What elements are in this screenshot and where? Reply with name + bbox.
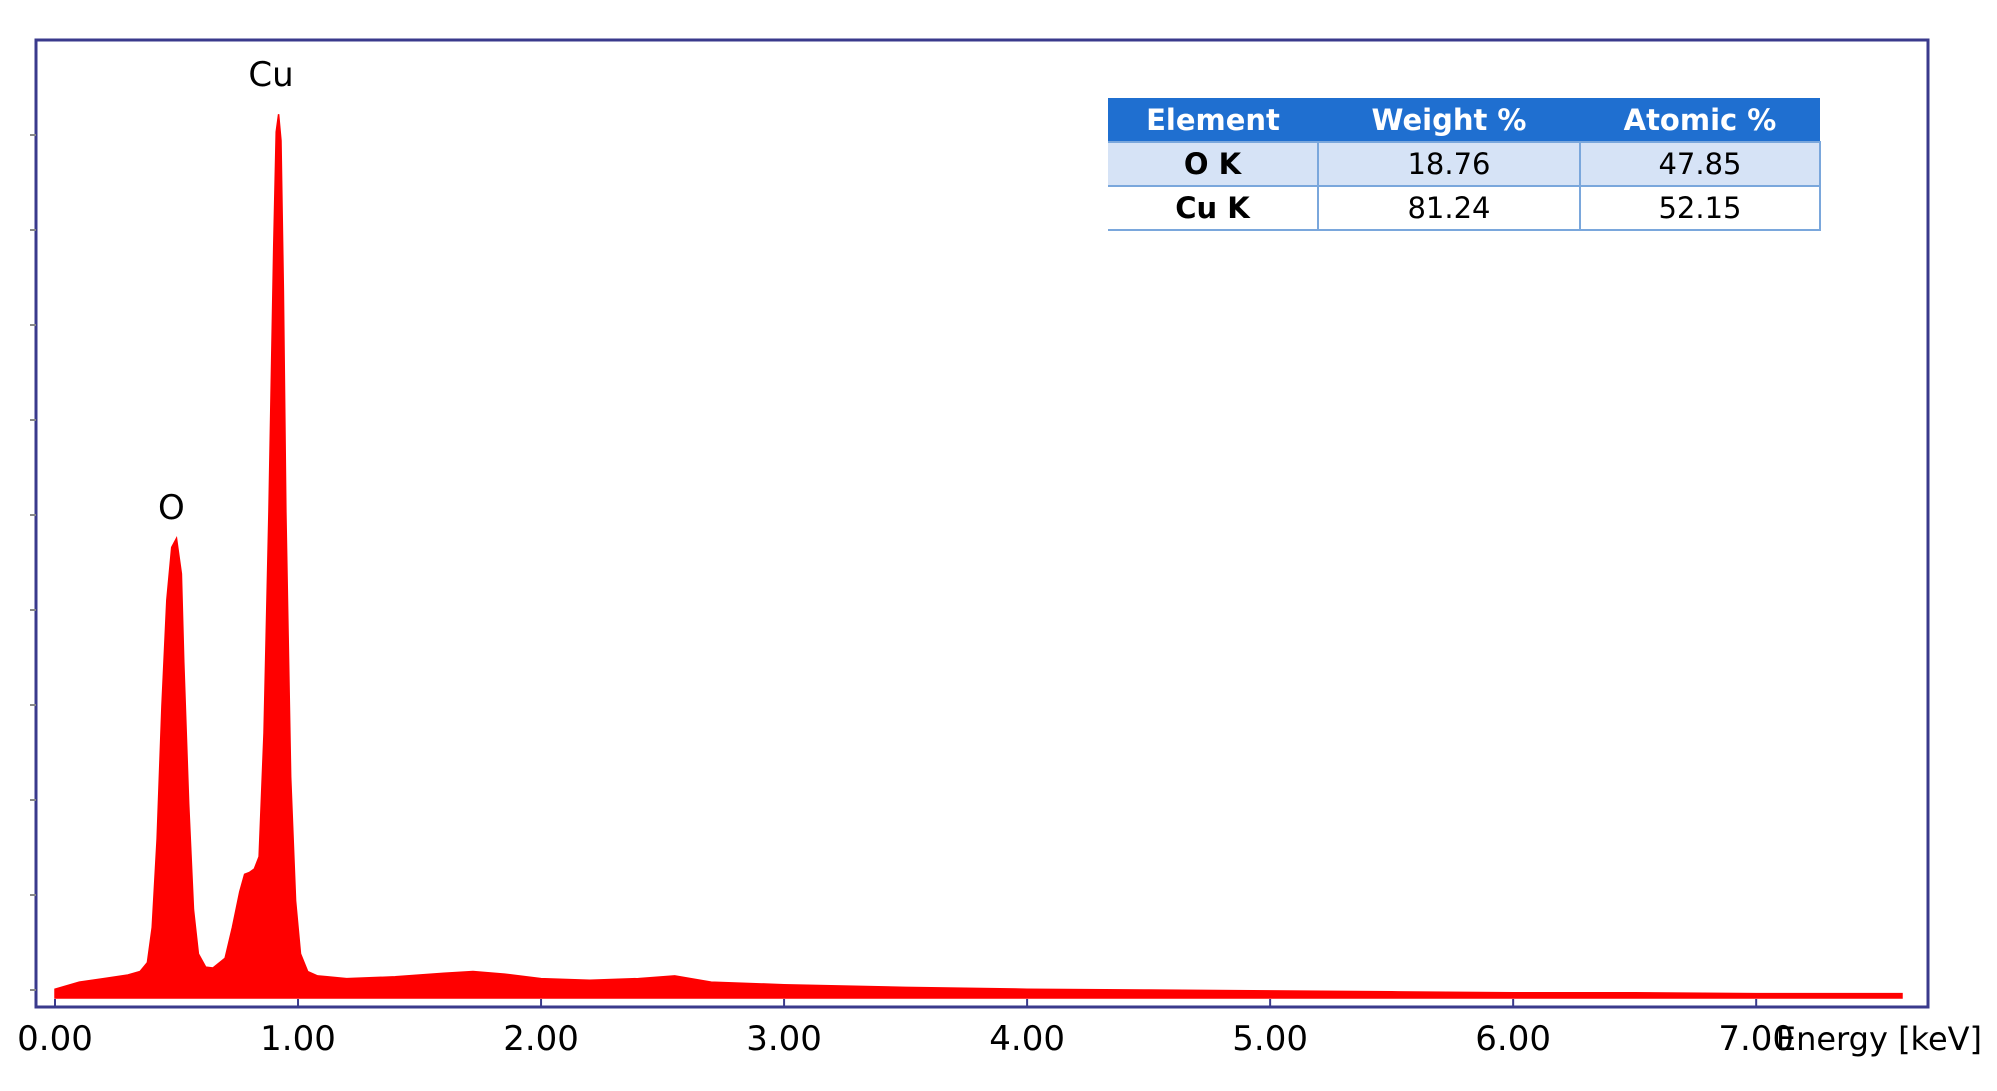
cell-element: O K: [1108, 141, 1318, 186]
header-atomic: Atomic %: [1580, 98, 1820, 142]
peak-label-o: O: [158, 488, 185, 528]
cell-atomic: 47.85: [1579, 141, 1821, 186]
x-tick-label: 7.00: [1718, 1019, 1794, 1059]
table-row: O K 18.76 47.85: [1108, 141, 1821, 186]
y-axis-minor-ticks: [30, 134, 36, 991]
header-element: Element: [1108, 98, 1318, 142]
cell-element: Cu K: [1108, 185, 1318, 231]
cell-weight: 81.24: [1317, 185, 1580, 231]
x-tick-label: 2.00: [503, 1019, 579, 1059]
composition-table: Element Weight % Atomic % O K 18.76 47.8…: [1108, 98, 1821, 231]
x-tick-label: 4.00: [989, 1019, 1065, 1059]
x-tick-label: 6.00: [1475, 1019, 1551, 1059]
x-tick-label: 0.00: [17, 1019, 93, 1059]
spectrum-area: [54, 114, 1903, 999]
x-tick-label: 1.00: [260, 1019, 336, 1059]
peak-label-cu: Cu: [248, 55, 293, 95]
table-header-row: Element Weight % Atomic %: [1108, 98, 1820, 142]
x-axis-label: Energy [keV]: [1776, 1020, 1982, 1058]
x-tick-label: 5.00: [1232, 1019, 1308, 1059]
x-axis: 0.00 1.00 2.00 3.00 4.00 5.00 6.00 7.00: [17, 999, 1794, 1059]
table-row: Cu K 81.24 52.15: [1108, 185, 1821, 231]
cell-weight: 18.76: [1317, 141, 1580, 186]
peak-labels: O Cu: [158, 55, 294, 528]
x-tick-label: 3.00: [746, 1019, 822, 1059]
cell-atomic: 52.15: [1579, 185, 1821, 231]
header-weight: Weight %: [1318, 98, 1580, 142]
